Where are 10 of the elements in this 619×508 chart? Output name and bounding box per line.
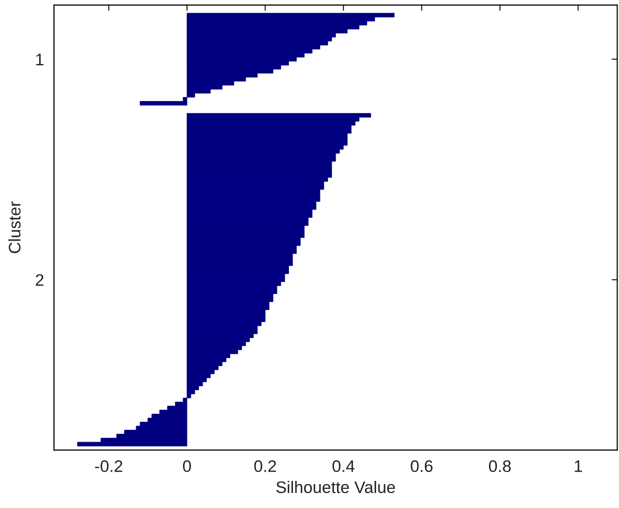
y-axis-title: Cluster xyxy=(8,201,21,254)
y-tick-label: 2 xyxy=(36,274,44,286)
x-tick-label: 0.6 xyxy=(410,460,433,472)
x-tick-label: -0.2 xyxy=(95,460,122,472)
x-axis-title: Silhouette Value xyxy=(276,480,395,494)
x-tick-label: 0.4 xyxy=(332,460,355,472)
x-tick-label: 0.2 xyxy=(254,460,276,472)
x-tick-label: 1 xyxy=(574,460,582,472)
x-tick-label: 0.8 xyxy=(488,460,511,472)
x-tick-label: 0 xyxy=(182,460,191,472)
